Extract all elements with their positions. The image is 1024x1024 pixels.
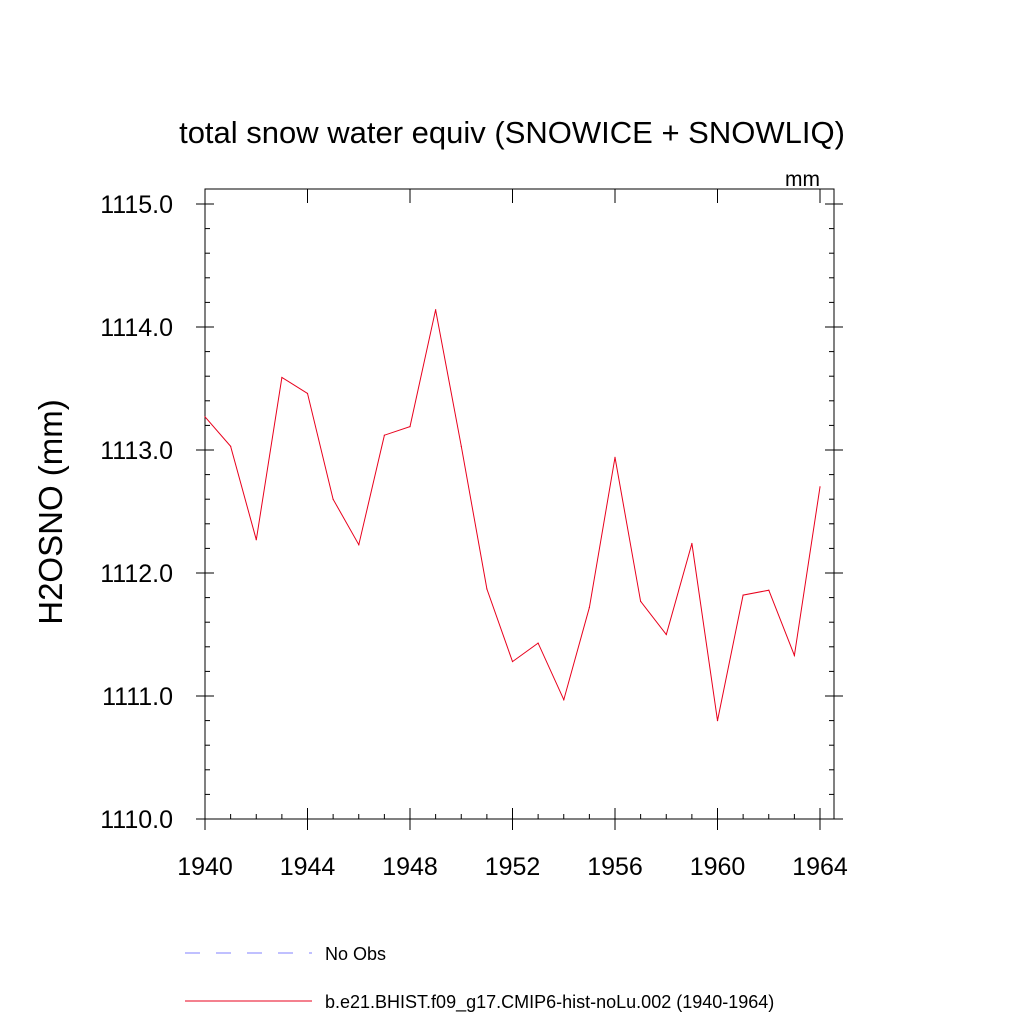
x-tick-label: 1964 [792, 853, 848, 881]
x-tick-label: 1944 [280, 853, 336, 881]
series-line [204, 309, 821, 721]
data-point [768, 589, 770, 591]
data-point [819, 486, 821, 488]
y-axis-label: H2OSNO (mm) [32, 399, 69, 625]
data-point [383, 434, 385, 436]
chart-title: total snow water equiv (SNOWICE + SNOWLI… [179, 115, 845, 150]
data-point [742, 594, 744, 596]
data-point [537, 642, 539, 644]
data-point [511, 660, 514, 663]
data-point [665, 633, 667, 636]
data-point [281, 376, 283, 379]
data-point [255, 539, 257, 541]
data-point [588, 606, 590, 609]
x-tick-label: 1952 [485, 853, 541, 881]
legend: No Obs b.e21.BHIST.f09_g17.CMIP6-hist-noL… [185, 944, 774, 1013]
data-point [691, 542, 693, 545]
data-point [332, 498, 334, 500]
y-tick-label: 1112.0 [100, 560, 173, 588]
y-tick-label: 1111.0 [102, 683, 173, 711]
legend-label: No Obs [325, 944, 386, 964]
units-label: mm [785, 168, 820, 191]
x-tick-label: 1960 [690, 853, 746, 881]
data-point [460, 445, 462, 447]
data-point [563, 699, 565, 701]
series-lines [204, 309, 821, 722]
data-point [614, 456, 616, 458]
x-tick-label: 1940 [177, 853, 233, 881]
y-axis-ticks: 1110.0 1111.0 1112.0 1113.0 1114.0 1115.0 [100, 191, 843, 834]
data-point [409, 426, 411, 428]
data-point [486, 588, 488, 590]
plot-frame [204, 188, 835, 820]
x-tick-label: 1948 [382, 853, 438, 881]
y-tick-label: 1114.0 [100, 314, 173, 342]
y-tick-label: 1113.0 [100, 437, 173, 465]
legend-label: b.e21.BHIST.f09_g17.CMIP6-hist-noLu.002 … [325, 992, 774, 1013]
data-point [204, 416, 206, 418]
plot-border [204, 188, 835, 820]
y-tick-label: 1115.0 [100, 191, 173, 219]
data-point [716, 720, 719, 722]
x-axis-ticks: 1940 1944 1948 1952 1956 1960 1964 [177, 189, 848, 881]
data-point [306, 392, 309, 395]
x-tick-label: 1956 [587, 853, 643, 881]
data-point [793, 654, 795, 657]
y-tick-label: 1110.0 [100, 806, 173, 834]
data-point [230, 445, 232, 447]
data-point [435, 309, 437, 311]
data-point [358, 544, 360, 546]
data-point [640, 600, 642, 602]
